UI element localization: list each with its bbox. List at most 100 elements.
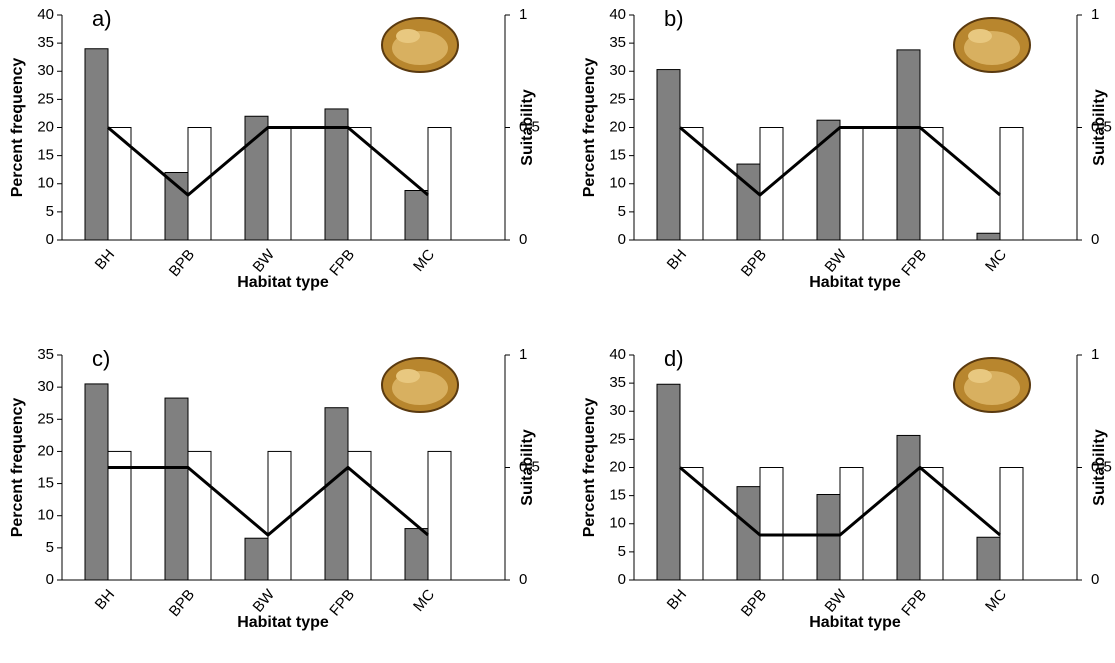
y-tick-label: 25	[609, 430, 626, 447]
y-axis-title: Percent frequency	[9, 58, 26, 198]
bar	[244, 537, 269, 581]
y2-tick-label: 1	[519, 6, 527, 23]
bar	[896, 49, 921, 241]
y-tick-label: 35	[37, 34, 54, 51]
suitability-line	[679, 465, 1001, 537]
y2-tick-label: 1	[519, 346, 527, 363]
y-tick-label: 0	[618, 571, 626, 588]
y2-axis-title: Suitability	[519, 429, 536, 506]
y-axis-title: Percent frequency	[581, 398, 598, 538]
x-tick-label: MC	[410, 586, 438, 615]
y-tick-label: 25	[37, 410, 54, 427]
y2-tick-label: 0	[519, 231, 527, 248]
x-tick-label: BH	[664, 586, 690, 613]
y-tick-label: 10	[609, 175, 626, 192]
suitability-line	[679, 126, 1001, 197]
chart-panel: 0 5 10 15 20 25 30 35 40 0 0.5 1 Percent frequency Su…	[9, 6, 540, 291]
bar	[976, 536, 1001, 581]
bar	[324, 407, 349, 581]
chart-panel: 0 5 10 15 20 25 30 35 40 0 0.5 1 Percent frequency Su…	[581, 346, 1112, 631]
x-tick-label: BW	[822, 586, 851, 616]
x-tick-label: BPB	[738, 586, 770, 620]
bar	[816, 494, 841, 581]
x-tick-label: FPB	[326, 586, 358, 619]
y-tick-label: 0	[46, 571, 54, 588]
y-tick-label: 30	[37, 62, 54, 79]
x-tick-label: BW	[250, 586, 279, 616]
y2-tick-label: 0.5	[1091, 458, 1112, 475]
panel-label: a)	[92, 6, 112, 31]
bar	[107, 450, 132, 581]
bar	[164, 397, 189, 581]
y-tick-label: 5	[46, 203, 54, 220]
x-tick-label: FPB	[326, 246, 358, 279]
y2-axis-title: Suitability	[1091, 429, 1108, 506]
shell-icon	[381, 17, 459, 73]
y-tick-label: 25	[609, 90, 626, 107]
y-tick-label: 15	[37, 147, 54, 164]
panel-label: d)	[664, 346, 684, 371]
y2-tick-label: 0	[1091, 231, 1099, 248]
chart-panel: 0 5 10 15 20 25 30 35 40 0 0.5 1 Percent frequency Su…	[581, 6, 1112, 291]
y-tick-label: 30	[609, 62, 626, 79]
x-tick-label: BPB	[166, 246, 198, 280]
x-tick-label: BW	[250, 246, 279, 276]
x-tick-label: BPB	[738, 246, 770, 280]
bar	[919, 127, 944, 241]
bar	[999, 467, 1024, 581]
bar	[404, 190, 429, 241]
y2-axis-title: Suitability	[1091, 89, 1108, 166]
shell-icon	[381, 357, 459, 413]
bar	[999, 127, 1024, 241]
x-tick-label: BH	[92, 586, 118, 613]
y-tick-label: 25	[37, 90, 54, 107]
y-tick-label: 10	[609, 515, 626, 532]
x-tick-label: MC	[982, 246, 1010, 275]
chart-panel: 0 5 10 15 20 25 30 35 0 0.5 1 Percent frequency Suit…	[9, 346, 540, 631]
shell-umbo	[968, 369, 992, 383]
x-tick-label: FPB	[898, 586, 930, 619]
bar	[679, 467, 704, 581]
y-tick-label: 0	[46, 231, 54, 248]
y-tick-label: 35	[609, 374, 626, 391]
bar	[656, 383, 681, 581]
y-tick-label: 20	[609, 458, 626, 475]
y2-tick-label: 1	[1091, 6, 1099, 23]
shell-icon	[953, 17, 1031, 73]
y-tick-label: 15	[37, 475, 54, 492]
panel-label: c)	[92, 346, 110, 371]
bar	[759, 467, 784, 581]
y-axis-title: Percent frequency	[581, 58, 598, 198]
shell-icon	[953, 357, 1031, 413]
y2-tick-label: 0.5	[519, 458, 540, 475]
bar	[736, 163, 761, 241]
bar	[164, 172, 189, 241]
bar	[404, 528, 429, 581]
y2-tick-label: 0	[1091, 571, 1099, 588]
x-tick-label: FPB	[898, 246, 930, 279]
y-tick-label: 5	[46, 539, 54, 556]
bar	[107, 127, 132, 241]
y2-tick-label: 1	[1091, 346, 1099, 363]
bar	[839, 127, 864, 241]
bar	[84, 48, 109, 241]
bar	[427, 127, 452, 241]
y-tick-label: 20	[37, 442, 54, 459]
y-tick-label: 15	[609, 147, 626, 164]
x-axis-title: Habitat type	[809, 274, 901, 291]
y-tick-label: 0	[618, 231, 626, 248]
bar	[347, 127, 372, 241]
bar	[427, 450, 452, 581]
y-tick-label: 10	[37, 507, 54, 524]
x-tick-label: BH	[664, 246, 690, 273]
suitability-line	[108, 465, 429, 537]
bar	[896, 434, 921, 581]
x-tick-label: MC	[982, 586, 1010, 615]
y2-tick-label: 0.5	[1091, 118, 1112, 135]
bar	[84, 383, 109, 581]
y-tick-label: 40	[609, 6, 626, 23]
x-axis-title: Habitat type	[237, 614, 329, 631]
y-tick-label: 30	[37, 378, 54, 395]
shell-umbo	[968, 29, 992, 43]
